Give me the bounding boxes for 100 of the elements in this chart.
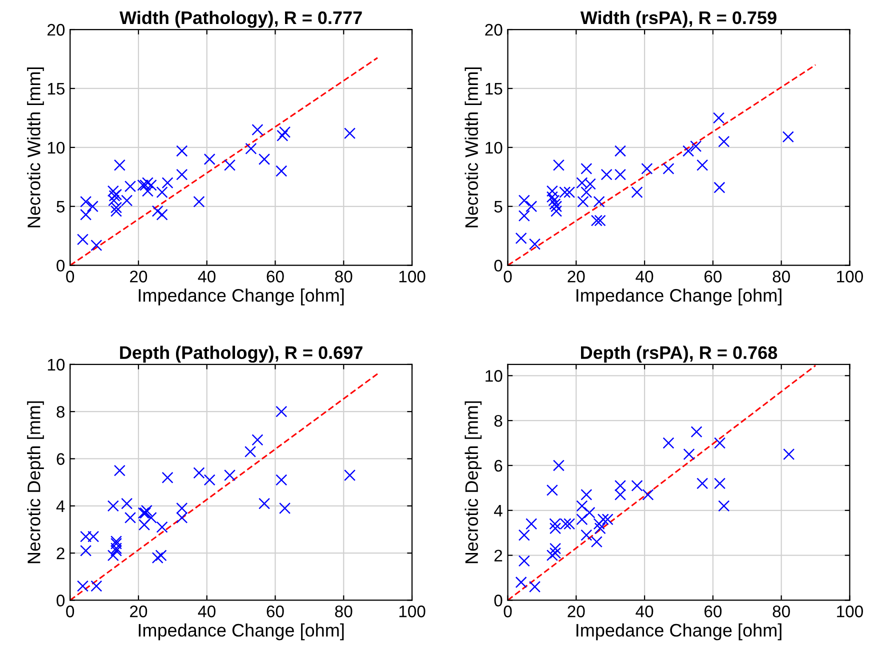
point	[580, 162, 592, 174]
point	[690, 426, 702, 438]
y-tick-label: 5	[494, 200, 502, 213]
x-tick-label: 0	[504, 270, 512, 282]
point	[600, 168, 612, 180]
point	[714, 182, 726, 194]
y-tick-label: 6	[494, 460, 502, 472]
point	[152, 205, 164, 217]
point	[564, 186, 576, 198]
point	[518, 555, 530, 567]
point	[631, 480, 643, 492]
x-tick-label: 0	[66, 270, 74, 282]
x-tick-label: 80	[772, 606, 790, 618]
point	[577, 196, 589, 208]
point	[546, 191, 558, 203]
point	[176, 168, 188, 180]
point	[156, 521, 168, 533]
point	[279, 126, 291, 138]
point	[244, 446, 256, 458]
point	[580, 529, 592, 541]
point	[718, 500, 730, 512]
point	[107, 500, 119, 512]
y-tick-label: 0	[494, 594, 502, 606]
point	[114, 464, 126, 476]
point	[548, 194, 560, 206]
point	[662, 162, 674, 174]
point	[614, 145, 626, 157]
point	[576, 500, 588, 512]
chart-title: Depth (Pathology), R = 0.697	[120, 346, 362, 363]
y-tick-label: 10	[486, 142, 502, 154]
point	[550, 547, 562, 559]
point	[110, 205, 122, 217]
point	[614, 488, 626, 500]
x-tick-label: 0	[504, 606, 512, 618]
y-tick-label: 8	[494, 414, 502, 427]
point	[258, 153, 270, 166]
point	[682, 145, 694, 157]
point	[114, 159, 126, 171]
point	[279, 502, 291, 514]
y-tick-label: 10	[48, 358, 65, 371]
x-tick-label: 60	[704, 606, 722, 618]
x-tick-label: 20	[130, 606, 148, 618]
point	[550, 200, 562, 212]
point	[549, 198, 561, 210]
point	[584, 506, 596, 518]
x-tick-label: 40	[636, 606, 654, 618]
x-tick-label: 20	[130, 270, 148, 282]
point	[155, 550, 167, 562]
point	[344, 469, 356, 482]
point	[80, 544, 92, 556]
point	[107, 550, 119, 562]
point	[204, 474, 216, 486]
point	[518, 210, 530, 222]
point	[276, 165, 288, 177]
y-tick-label: 8	[56, 406, 64, 418]
y-tick-label: 10	[48, 142, 65, 154]
point	[631, 186, 643, 198]
point	[276, 406, 288, 418]
x-tick-label: 40	[198, 606, 216, 618]
point	[518, 529, 530, 541]
point	[176, 145, 188, 157]
x-tick-label: 100	[399, 606, 426, 618]
x-tick-label: 60	[266, 606, 284, 618]
point	[176, 512, 188, 524]
point	[594, 214, 606, 226]
point	[576, 514, 588, 526]
point	[580, 488, 592, 500]
point	[252, 124, 264, 136]
point	[714, 478, 726, 490]
point	[662, 437, 674, 449]
chart-title: Width (rsPA), R = 0.759	[580, 10, 776, 28]
point	[518, 194, 530, 206]
point	[690, 140, 702, 152]
point	[552, 159, 564, 171]
x-axis-title: Impedance Change [ohm]	[576, 288, 782, 306]
point	[124, 512, 136, 524]
point	[176, 502, 188, 514]
point	[80, 196, 92, 208]
y-axis-title: Necrotic Width [mm]	[27, 67, 44, 228]
point	[204, 153, 216, 166]
point	[162, 472, 174, 484]
y-tick-label: 20	[485, 24, 502, 36]
y-tick-label: 10	[486, 370, 502, 382]
x-axis-title: Impedance Change [ohm]	[576, 623, 782, 640]
point	[782, 131, 794, 143]
point	[546, 550, 558, 562]
point	[683, 448, 695, 460]
point	[526, 200, 538, 212]
chart-title: Width (Pathology), R = 0.777	[120, 10, 362, 28]
point	[138, 518, 150, 531]
point	[546, 484, 558, 496]
point	[614, 168, 626, 180]
point	[529, 580, 541, 593]
y-tick-label: 0	[56, 260, 65, 272]
y-tick-label: 20	[48, 24, 65, 36]
x-tick-label: 40	[198, 270, 216, 282]
point	[515, 576, 527, 588]
point	[193, 467, 205, 479]
point	[783, 448, 795, 460]
x-axis-title: Impedance Change [ohm]	[138, 623, 344, 640]
